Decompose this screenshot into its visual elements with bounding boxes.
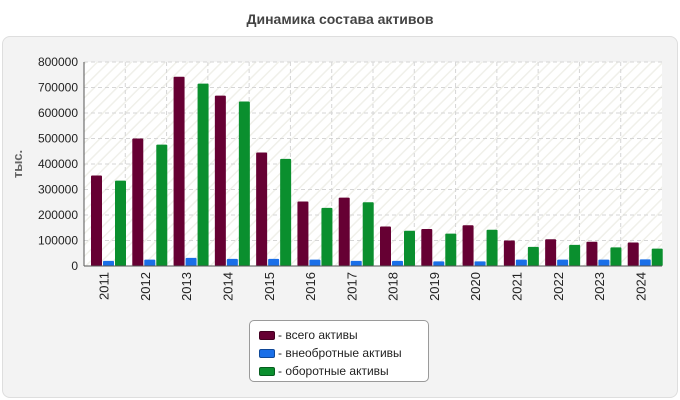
bar-current-2019: [445, 233, 457, 266]
bar-total-2020: [462, 225, 474, 266]
bar-total-2017: [338, 197, 350, 266]
bar-noncurrent-2013: [185, 257, 197, 266]
x-tick-label: 2015: [262, 272, 277, 301]
bar-current-2012: [156, 144, 168, 266]
legend-swatch-noncurrent: [259, 348, 275, 358]
x-tick-label: 2011: [97, 272, 112, 300]
bar-current-2017: [362, 202, 374, 266]
x-tick-label: 2016: [303, 272, 318, 301]
legend-swatch-total: [259, 330, 275, 340]
x-tick-label: 2012: [138, 272, 153, 301]
bar-noncurrent-2016: [309, 259, 321, 266]
bar-noncurrent-2014: [226, 258, 238, 266]
y-tick-label: 700000: [38, 81, 78, 95]
bar-noncurrent-2012: [144, 259, 156, 266]
bars: [91, 76, 663, 267]
bar-noncurrent-2019: [433, 261, 445, 266]
y-tick-label: 300000: [38, 183, 78, 197]
x-tick-label: 2013: [179, 272, 194, 301]
bar-noncurrent-2020: [474, 261, 486, 266]
x-tick-label: 2022: [551, 272, 566, 301]
bar-total-2022: [545, 239, 557, 266]
bar-total-2023: [586, 241, 598, 266]
bar-current-2018: [404, 230, 415, 266]
y-tick-label: 800000: [38, 55, 78, 69]
x-tick-label: 2018: [386, 272, 401, 301]
bar-noncurrent-2015: [268, 258, 280, 266]
y-tick-label: 100000: [38, 234, 78, 248]
bar-current-2011: [115, 180, 126, 266]
bar-total-2021: [503, 240, 515, 266]
bar-current-2020: [486, 229, 498, 266]
bar-current-2024: [651, 248, 663, 266]
bar-noncurrent-2024: [639, 259, 651, 266]
bar-noncurrent-2018: [392, 260, 403, 266]
x-tick-label: 2023: [592, 272, 607, 301]
bar-current-2016: [321, 207, 333, 266]
x-tick-label: 2021: [510, 272, 525, 301]
legend-item-total: - всего активы: [259, 326, 428, 344]
legend-label-total: - всего активы: [278, 328, 358, 342]
bar-total-2015: [256, 152, 268, 266]
bar-total-2014: [214, 95, 226, 266]
chart-title: Динамика состава активов: [246, 11, 434, 27]
bar-noncurrent-2022: [557, 259, 569, 266]
legend-item-noncurrent: - внеобротные активы: [259, 344, 428, 362]
legend-swatch-current: [259, 366, 275, 376]
bar-total-2024: [627, 242, 639, 266]
bar-total-2013: [173, 76, 185, 266]
x-tick-label: 2020: [468, 272, 483, 301]
legend-label-current: - оборотные активы: [278, 364, 389, 378]
y-tick-label: 500000: [38, 132, 78, 146]
axes: 0 100000 200000 300000 400000 500000 600000 700…: [38, 55, 662, 301]
bar-current-2021: [527, 246, 539, 266]
bar-total-2018: [380, 226, 391, 266]
bar-current-2013: [197, 83, 209, 266]
bar-total-2012: [132, 138, 144, 266]
y-tick-label: 200000: [38, 208, 78, 222]
x-tick-label: 2019: [427, 272, 442, 301]
x-tick-label: 2017: [344, 272, 359, 301]
bar-current-2014: [238, 101, 250, 267]
bar-total-2016: [297, 201, 309, 266]
bar-total-2011: [91, 175, 102, 266]
bar-noncurrent-2023: [598, 259, 610, 266]
y-tick-label: 400000: [38, 157, 78, 171]
legend: - всего активы - внеобротные активы - об…: [249, 320, 429, 382]
bar-total-2019: [421, 229, 433, 266]
bar-current-2015: [280, 158, 292, 266]
bar-noncurrent-2021: [515, 259, 527, 266]
y-axis-label: тыс.: [10, 150, 25, 178]
bar-noncurrent-2017: [350, 260, 362, 266]
x-tick-label: 2024: [633, 272, 648, 301]
y-tick-label: 600000: [38, 106, 78, 120]
x-tick-label: 2014: [221, 272, 236, 301]
legend-label-noncurrent: - внеобротные активы: [278, 346, 402, 360]
bar-noncurrent-2011: [103, 260, 114, 266]
bar-current-2023: [610, 247, 622, 266]
y-tick-label: 0: [71, 259, 78, 273]
bar-current-2022: [569, 244, 581, 266]
legend-item-current: - оборотные активы: [259, 362, 428, 380]
